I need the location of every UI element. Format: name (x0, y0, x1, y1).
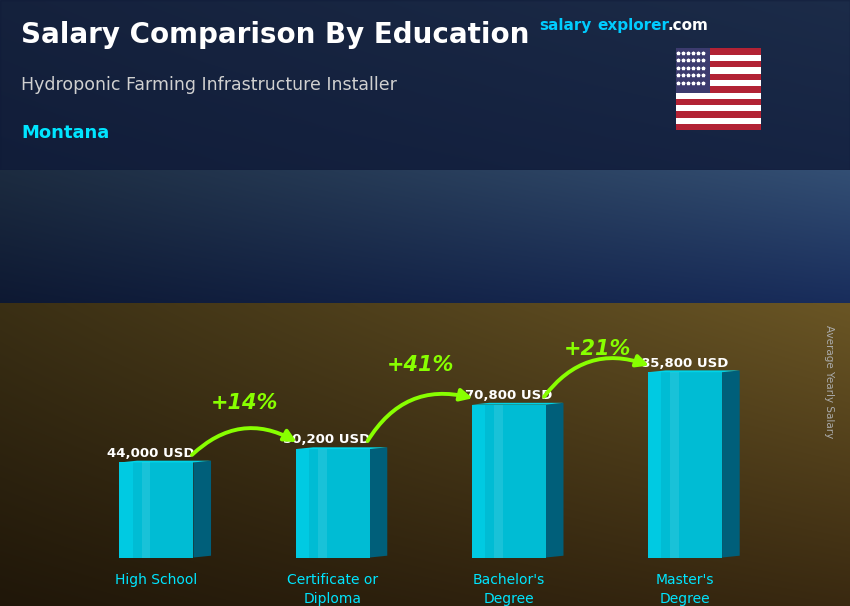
Text: Master's
Degree: Master's Degree (656, 573, 714, 606)
Bar (119, 462, 133, 558)
Bar (676, 80, 761, 86)
Bar (676, 124, 761, 130)
Bar (676, 74, 761, 80)
Bar (676, 93, 761, 99)
Polygon shape (472, 403, 564, 405)
Text: Montana: Montana (21, 124, 110, 142)
Bar (494, 405, 503, 558)
Bar (296, 449, 370, 558)
Polygon shape (370, 447, 388, 558)
Bar (676, 105, 761, 112)
Bar (676, 118, 761, 124)
Polygon shape (296, 447, 388, 449)
Bar (676, 48, 761, 55)
Polygon shape (648, 370, 740, 372)
Text: Hydroponic Farming Infrastructure Installer: Hydroponic Farming Infrastructure Instal… (21, 76, 397, 94)
Text: +21%: +21% (564, 339, 631, 359)
Text: Salary Comparison By Education: Salary Comparison By Education (21, 21, 530, 49)
Bar (648, 372, 661, 558)
Bar (676, 67, 761, 74)
Text: +41%: +41% (387, 355, 455, 375)
Bar (318, 449, 326, 558)
Polygon shape (722, 370, 740, 558)
Text: 85,800 USD: 85,800 USD (641, 356, 728, 370)
Text: +14%: +14% (211, 393, 278, 413)
Bar (676, 99, 761, 105)
Text: Bachelor's
Degree: Bachelor's Degree (473, 573, 545, 606)
Polygon shape (194, 461, 211, 558)
Bar (676, 61, 761, 67)
Text: 44,000 USD: 44,000 USD (107, 447, 195, 460)
Text: explorer: explorer (598, 18, 670, 33)
Bar (119, 462, 194, 558)
Bar (676, 86, 761, 93)
Bar (671, 372, 679, 558)
Polygon shape (119, 461, 211, 462)
Bar (472, 405, 546, 558)
Bar (676, 48, 710, 93)
Text: salary: salary (540, 18, 592, 33)
Text: 70,800 USD: 70,800 USD (465, 389, 552, 402)
Text: Average Yearly Salary: Average Yearly Salary (824, 325, 834, 438)
Bar (472, 405, 485, 558)
Bar (296, 449, 309, 558)
Bar (142, 462, 150, 558)
Polygon shape (546, 403, 564, 558)
Bar (676, 112, 761, 118)
Text: Certificate or
Diploma: Certificate or Diploma (287, 573, 378, 606)
Text: .com: .com (667, 18, 708, 33)
Text: 50,200 USD: 50,200 USD (283, 433, 371, 447)
Bar (648, 372, 722, 558)
Bar (676, 55, 761, 61)
Text: High School: High School (116, 573, 197, 587)
